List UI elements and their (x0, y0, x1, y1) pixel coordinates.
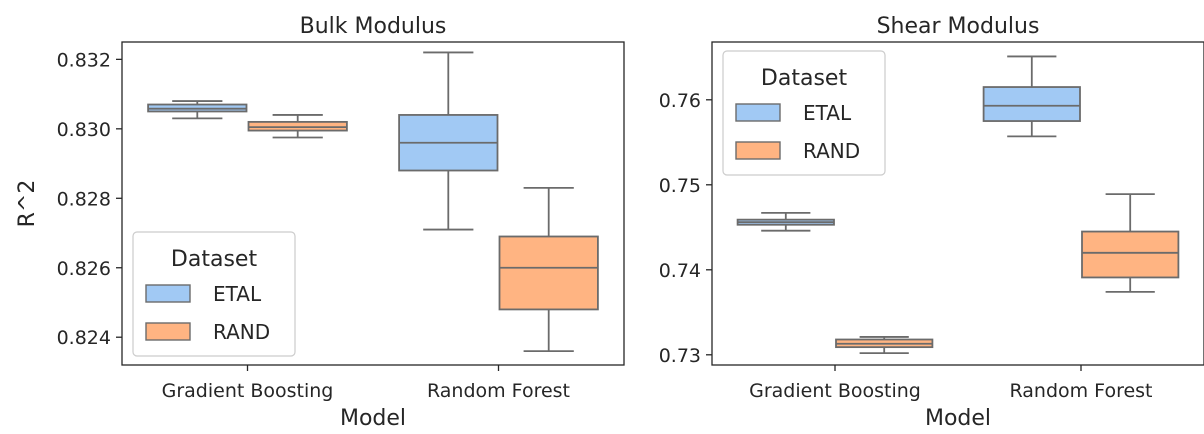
legend: Dataset ETAL RAND (722, 50, 886, 176)
legend-label-rand: RAND (803, 139, 860, 163)
legend-title: Dataset (761, 66, 848, 91)
box-rand-1 (498, 186, 599, 353)
box-etal-0 (147, 100, 248, 120)
legend-label-etal: ETAL (803, 101, 852, 125)
x-tick-label: Random Forest (1009, 380, 1152, 402)
legend-swatch-rand (735, 141, 781, 160)
y-tick-label: 0.76 (659, 90, 701, 112)
legend: Dataset ETAL RAND (132, 231, 296, 357)
box-etal-1 (982, 55, 1081, 138)
x-tick-label: Gradient Boosting (749, 380, 921, 402)
plot-frame (711, 41, 1204, 366)
box-iqr (1081, 230, 1180, 279)
x-tick-label: Gradient Boosting (162, 380, 334, 402)
box-iqr (982, 86, 1081, 122)
box-rand-0 (835, 336, 934, 355)
box-rand-0 (247, 114, 348, 139)
x-tick-label: Random Forest (427, 380, 570, 402)
y-tick-label: 0.826 (57, 258, 111, 280)
x-axis-label: Model (925, 406, 991, 430)
y-tick-label: 0.73 (659, 345, 701, 367)
legend-title: Dataset (171, 247, 258, 272)
y-tick-label: 0.832 (57, 49, 111, 71)
chart-panel-2: Shear Modulus 0.73 0.74 0.75 0.76 Gradient Bo… (659, 14, 1204, 431)
y-axis-label: R^2 (15, 180, 40, 228)
legend-label-etal: ETAL (213, 282, 262, 306)
box-etal-0 (736, 211, 835, 232)
legend-swatch-etal (145, 284, 191, 303)
legend-swatch-etal (735, 103, 781, 122)
chart-title: Shear Modulus (877, 14, 1040, 39)
legend-label-rand: RAND (213, 320, 270, 344)
x-axis-label: Model (340, 406, 406, 430)
y-tick-label: 0.824 (57, 327, 111, 349)
chart-title: Bulk Modulus (300, 14, 447, 39)
y-tick-label: 0.74 (659, 260, 701, 282)
y-tick-label: 0.830 (57, 119, 111, 141)
box-rand-1 (1081, 193, 1180, 293)
plot-frame (121, 41, 625, 366)
legend-swatch-rand (145, 322, 191, 341)
y-tick-label: 0.828 (57, 188, 111, 210)
chart-panel-1: Bulk Modulus 0.824 0.826 0.828 0.830 0.832 Gra… (15, 14, 625, 431)
box-etal-1 (398, 51, 499, 231)
box-iqr (498, 235, 599, 311)
y-tick-label: 0.75 (659, 175, 701, 197)
